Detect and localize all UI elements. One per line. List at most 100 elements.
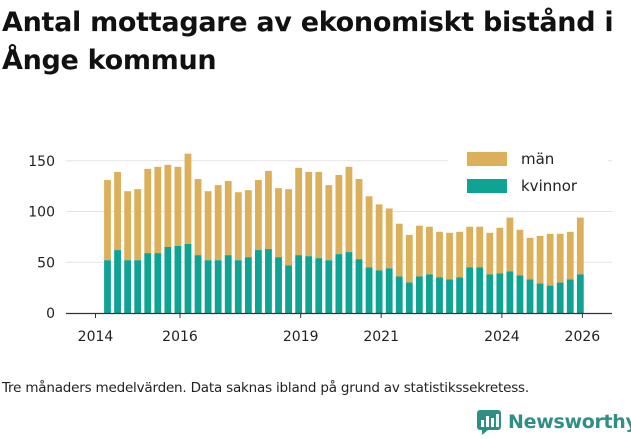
bar-kvinnor: [456, 277, 463, 313]
bar-kvinnor: [265, 249, 272, 313]
x-tick-label: 2024: [484, 329, 520, 345]
bar-kvinnor: [375, 270, 383, 313]
bar-man: [174, 166, 182, 247]
bar-kvinnor: [144, 253, 152, 313]
brand-logo: Newsworthy: [476, 408, 631, 436]
y-tick-label: 100: [28, 205, 55, 221]
bar-man: [124, 191, 132, 261]
bar-kvinnor: [285, 265, 292, 313]
bar-man: [214, 185, 222, 261]
bar-kvinnor: [184, 243, 192, 313]
bar-kvinnor: [255, 250, 262, 313]
bar-man: [244, 190, 252, 258]
bar-man: [234, 192, 242, 261]
bar-man: [345, 166, 353, 253]
bar-man: [456, 231, 463, 278]
bar-man: [436, 231, 443, 278]
bar-man: [184, 153, 192, 244]
bar-kvinnor: [104, 260, 111, 313]
bar-man: [164, 164, 172, 248]
bar-kvinnor: [114, 250, 121, 313]
bar-kvinnor: [436, 277, 443, 313]
bar-man: [496, 227, 504, 274]
bar-man: [446, 232, 453, 280]
bar-man: [204, 191, 212, 261]
bar-kvinnor: [345, 252, 353, 313]
bar-kvinnor: [466, 267, 474, 313]
bar-kvinnor: [355, 259, 363, 313]
bar-man: [536, 235, 544, 284]
bar-man: [526, 237, 534, 280]
bar-man: [395, 223, 403, 277]
bar-kvinnor: [536, 283, 544, 313]
bar-kvinnor: [415, 276, 423, 313]
bar-kvinnor: [576, 274, 584, 313]
x-tick-label: 2016: [162, 329, 198, 345]
bar-man: [556, 233, 564, 283]
bar-kvinnor: [295, 255, 303, 313]
chart-title: Antal mottagare av ekonomiskt bistånd i …: [2, 7, 614, 76]
bar-kvinnor: [335, 254, 343, 313]
legend-label: kvinnor: [521, 177, 578, 195]
y-axis-ticks: 0 50 100 150: [28, 154, 55, 322]
y-tick-label: 50: [37, 255, 55, 271]
bar-man: [114, 171, 121, 251]
bar-man: [566, 231, 574, 280]
bar-kvinnor: [174, 246, 182, 313]
bar-man: [375, 204, 383, 271]
y-tick-label: 150: [28, 154, 55, 170]
bar-man: [516, 229, 524, 276]
bar-man: [144, 168, 152, 254]
bar-man: [466, 226, 474, 268]
bar-kvinnor: [385, 268, 393, 313]
bar-kvinnor: [234, 260, 242, 313]
bar-man: [355, 179, 363, 260]
brand-name: Newsworthy: [508, 411, 631, 433]
bar-kvinnor: [506, 271, 514, 313]
newsworthy-logo-icon: [477, 410, 501, 435]
bar-man: [285, 189, 292, 266]
bar-kvinnor: [124, 260, 132, 313]
bar-kvinnor: [526, 279, 534, 313]
bar-kvinnor: [315, 258, 323, 313]
bar-man: [335, 174, 343, 255]
bar-man: [426, 226, 433, 275]
bar-man: [325, 185, 333, 261]
stacked-bar-chart: 0 50 100 150 2014 2016 2019 2021 2024 2026 män kv…: [28, 140, 612, 345]
bar-kvinnor: [426, 274, 433, 313]
bar-kvinnor: [194, 255, 202, 313]
bar-man: [506, 217, 514, 272]
bar-man: [546, 233, 554, 286]
legend-swatch: [467, 152, 507, 166]
bar-kvinnor: [325, 260, 333, 313]
bar-man: [405, 234, 413, 283]
bar-kvinnor: [405, 282, 413, 313]
bar-kvinnor: [516, 275, 524, 313]
bar-marks: [104, 153, 584, 313]
bar-man: [295, 167, 303, 256]
footnote: Tre månaders medelvärden. Data saknas ib…: [2, 380, 529, 396]
bar-man: [415, 225, 423, 277]
bar-man: [315, 171, 323, 259]
bar-man: [365, 196, 373, 268]
bar-kvinnor: [244, 257, 252, 313]
bar-kvinnor: [275, 257, 282, 313]
bar-kvinnor: [486, 274, 494, 313]
x-tick-label: 2026: [565, 329, 601, 345]
bar-kvinnor: [134, 260, 142, 313]
bar-man: [265, 170, 272, 250]
bar-kvinnor: [365, 267, 373, 313]
bar-man: [476, 226, 484, 268]
legend: män kvinnor: [448, 140, 608, 206]
x-tick-label: 2021: [363, 329, 399, 345]
bar-kvinnor: [204, 260, 212, 313]
bar-kvinnor: [214, 260, 222, 313]
bar-man: [576, 217, 584, 275]
bar-man: [134, 189, 142, 261]
legend-swatch: [467, 179, 507, 193]
y-tick-label: 0: [46, 306, 55, 322]
bar-kvinnor: [496, 273, 504, 313]
bar-kvinnor: [476, 267, 484, 313]
bar-man: [255, 180, 262, 251]
bar-kvinnor: [154, 253, 162, 313]
